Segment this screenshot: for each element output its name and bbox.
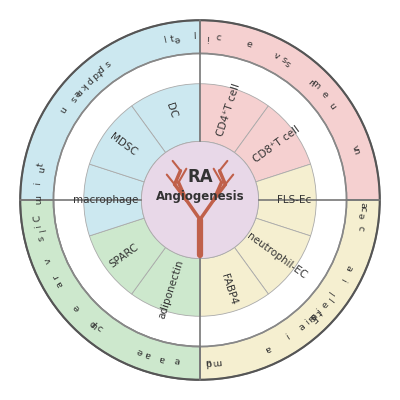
Text: l: l: [162, 36, 167, 45]
Text: u: u: [58, 106, 69, 116]
Text: n: n: [328, 100, 338, 110]
Text: m: m: [306, 312, 319, 324]
Text: c: c: [356, 225, 366, 231]
Text: a: a: [158, 354, 166, 364]
Text: C: C: [33, 214, 43, 222]
Text: m: m: [32, 195, 41, 205]
Text: i: i: [304, 318, 312, 326]
Text: n: n: [72, 87, 83, 97]
Text: t: t: [36, 162, 46, 168]
Text: neutrophil-EC: neutrophil-EC: [244, 230, 308, 280]
Text: a: a: [144, 350, 152, 360]
Text: m: m: [212, 357, 222, 367]
Text: i: i: [338, 276, 347, 283]
Text: e: e: [319, 89, 330, 100]
Wedge shape: [200, 200, 380, 380]
Text: CD8⁺T cell: CD8⁺T cell: [251, 124, 302, 165]
Text: n: n: [204, 358, 211, 368]
Text: l: l: [328, 291, 337, 298]
Text: s: s: [104, 60, 113, 70]
Wedge shape: [132, 84, 200, 152]
Wedge shape: [132, 248, 200, 316]
Text: i: i: [285, 333, 292, 342]
Text: u: u: [307, 76, 318, 87]
Text: e: e: [136, 346, 144, 357]
Text: i: i: [34, 224, 44, 228]
Text: s: s: [279, 55, 288, 65]
Text: v: v: [272, 51, 281, 61]
Text: c: c: [215, 33, 221, 43]
Text: m: m: [309, 78, 322, 91]
Text: o: o: [309, 312, 319, 322]
Text: e: e: [71, 88, 82, 98]
Text: e: e: [245, 39, 253, 50]
Text: p: p: [84, 75, 94, 86]
Text: a: a: [296, 322, 307, 333]
Wedge shape: [20, 20, 200, 380]
Text: i: i: [316, 307, 324, 315]
Text: i: i: [206, 32, 209, 42]
Text: a: a: [343, 264, 354, 273]
Text: d: d: [206, 358, 212, 368]
Text: s: s: [284, 58, 293, 68]
Wedge shape: [20, 200, 200, 380]
Text: c: c: [94, 323, 104, 333]
Text: u: u: [89, 319, 100, 330]
Text: a: a: [54, 279, 65, 288]
Text: Angiogenesis: Angiogenesis: [156, 190, 244, 202]
Text: i: i: [33, 182, 42, 185]
Text: CD4⁺T cell: CD4⁺T cell: [216, 82, 242, 138]
Text: DC: DC: [164, 102, 178, 119]
Wedge shape: [234, 106, 310, 182]
Text: e: e: [320, 300, 330, 310]
Text: macrophage: macrophage: [73, 195, 138, 205]
Text: e: e: [173, 34, 180, 43]
Text: a: a: [264, 343, 273, 354]
Text: l: l: [325, 295, 334, 303]
Text: e: e: [358, 212, 367, 219]
Text: c: c: [358, 206, 368, 212]
Text: e: e: [72, 302, 82, 312]
Text: v: v: [43, 256, 54, 264]
Wedge shape: [84, 164, 144, 236]
Text: t: t: [95, 67, 103, 76]
Text: FABP4: FABP4: [220, 273, 239, 306]
Wedge shape: [234, 218, 310, 294]
Text: t: t: [169, 34, 175, 44]
Text: v: v: [350, 144, 360, 152]
Text: t: t: [314, 308, 323, 317]
Text: r: r: [51, 273, 61, 281]
Text: a: a: [173, 357, 180, 366]
Wedge shape: [200, 84, 268, 152]
Text: l: l: [35, 229, 44, 233]
Text: l: l: [193, 32, 196, 42]
Text: SPARC: SPARC: [107, 242, 140, 269]
Text: k: k: [78, 81, 88, 91]
Wedge shape: [90, 218, 166, 294]
Text: d: d: [90, 70, 100, 80]
Text: adiponectin: adiponectin: [157, 259, 185, 320]
Text: p: p: [88, 318, 98, 328]
Text: MDSC: MDSC: [108, 132, 139, 158]
Wedge shape: [90, 106, 166, 182]
Text: n: n: [350, 146, 361, 155]
Text: E: E: [307, 313, 318, 323]
Wedge shape: [200, 248, 268, 316]
Wedge shape: [200, 20, 380, 200]
Text: s: s: [36, 235, 46, 242]
Text: d: d: [96, 65, 106, 76]
Text: RA: RA: [187, 168, 213, 186]
Wedge shape: [256, 164, 316, 236]
Text: a: a: [358, 202, 368, 208]
Text: s: s: [67, 94, 78, 103]
Circle shape: [141, 141, 259, 259]
Text: FLS-Ec: FLS-Ec: [277, 195, 312, 205]
Text: n: n: [35, 165, 45, 173]
